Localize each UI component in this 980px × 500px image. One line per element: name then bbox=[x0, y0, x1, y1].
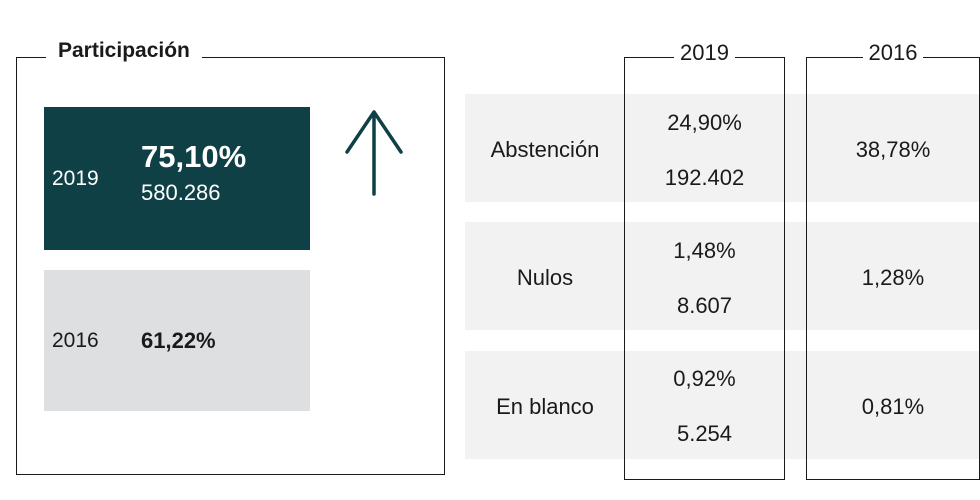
arrow-up-icon bbox=[345, 110, 403, 196]
participation-2019-box: 2019 75,10% 580.286 bbox=[44, 107, 310, 250]
participation-2019-year: 2019 bbox=[52, 167, 99, 190]
cell-abstencion-2016-percent: 38,78% bbox=[855, 137, 931, 162]
column-header-2019-label: 2019 bbox=[674, 40, 735, 65]
cell-en-blanco-2019-count: 5.254 bbox=[676, 421, 733, 446]
row-label-abstencion: Abstención bbox=[490, 137, 600, 162]
cell-nulos-2019-percent: 1,48% bbox=[673, 238, 736, 263]
participation-2019-count: 580.286 bbox=[141, 180, 221, 205]
cell-nulos-2019-count: 8.607 bbox=[676, 293, 733, 318]
column-header-2016: 2016 bbox=[806, 40, 980, 66]
participation-2019-percent: 75,10% bbox=[141, 139, 247, 174]
row-background-nulos bbox=[465, 222, 980, 330]
cell-en-blanco-2016-percent: 0,81% bbox=[861, 394, 925, 419]
cell-en-blanco-2019-percent: 0,92% bbox=[673, 366, 736, 391]
column-header-2016-label: 2016 bbox=[862, 40, 924, 65]
cell-abstencion-2019-percent: 24,90% bbox=[667, 110, 742, 135]
participation-2016-year: 2016 bbox=[52, 329, 99, 352]
cell-abstencion-2019-count: 192.402 bbox=[664, 165, 745, 190]
row-background-en-blanco bbox=[465, 351, 980, 459]
participation-2016-box: 2016 61,22% bbox=[44, 270, 310, 411]
cell-nulos-2016-percent: 1,28% bbox=[861, 265, 925, 290]
row-background-abstencion bbox=[465, 94, 980, 202]
participation-title: Participación bbox=[46, 38, 202, 64]
participation-panel-frame bbox=[16, 57, 445, 475]
row-label-nulos: Nulos bbox=[516, 265, 574, 290]
row-label-en-blanco: En blanco bbox=[496, 394, 594, 419]
column-header-2019: 2019 bbox=[624, 40, 785, 66]
participation-2016-percent: 61,22% bbox=[141, 328, 216, 353]
